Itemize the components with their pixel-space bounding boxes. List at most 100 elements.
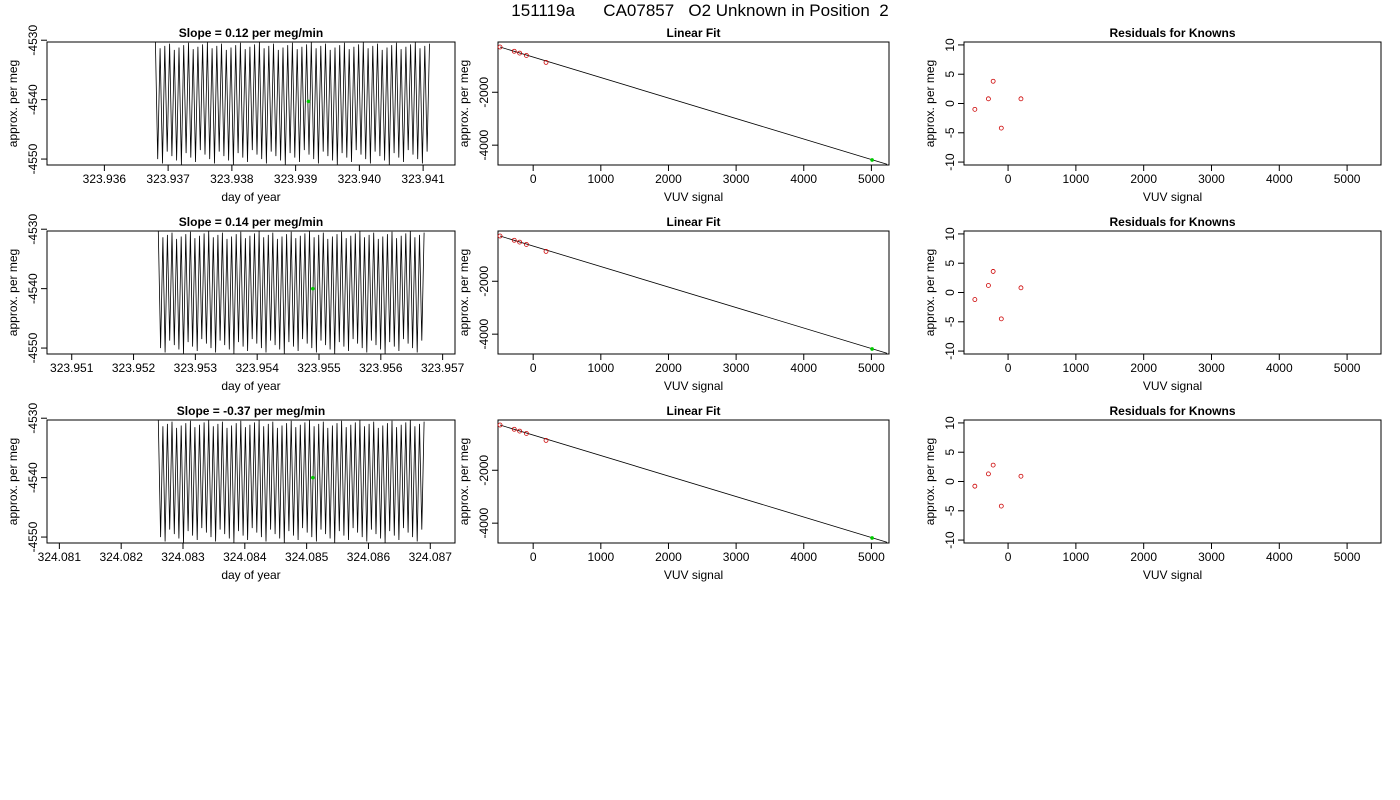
r2-trace-x-tick-label: 323.954: [235, 361, 279, 375]
r1-resid-x-axis-label: VUV signal: [1143, 190, 1202, 204]
r1-fit-known-point: [517, 50, 523, 56]
r2-trace-x-tick-label: 323.957: [421, 361, 465, 375]
r1-fit-known-point: [497, 44, 503, 50]
r3-fit-known-point: [543, 437, 549, 443]
r2-trace-y-axis-label: approx. per meg: [6, 249, 20, 336]
r1-fit-x-tick-label: 2000: [655, 172, 682, 186]
r1-fit-known-point: [524, 53, 529, 58]
r1-trace-plot-frame: [46, 41, 456, 166]
r3-resid-x-tick-label: 0: [1005, 550, 1012, 564]
r3-fit-x-tick-label: 3000: [723, 550, 750, 564]
r1-fit-x-tick-label: 5000: [858, 172, 885, 186]
r1-resid-known-point: [998, 125, 1004, 131]
r2-fit-title: Linear Fit: [666, 215, 720, 229]
r2-resid-y-tick-label: 0: [943, 289, 957, 296]
r1-fit-y-tick-label: -4000: [477, 129, 491, 160]
r1-fit-fit-line: [499, 46, 888, 165]
r1-trace-y-tick-label: -4550: [26, 143, 40, 174]
r3-trace-x-tick-label: 324.087: [409, 550, 453, 564]
r1-resid-y-tick-label: 0: [943, 100, 957, 107]
r2-trace-x-tick-label: 323.951: [50, 361, 94, 375]
r3-resid-known-point: [1018, 473, 1024, 479]
r3-trace-x-tick-label: 324.082: [99, 550, 143, 564]
r2-fit-x-tick-label: 0: [530, 361, 537, 375]
r3-fit-known-point: [511, 426, 517, 432]
r2-resid-x-tick-label: 4000: [1266, 361, 1293, 375]
r3-resid-y-tick-label: -10: [943, 531, 957, 549]
r2-resid-y-tick-label: -10: [943, 342, 957, 360]
r3-fit-unknown-point: [870, 536, 874, 540]
r2-trace-x-tick-label: 323.955: [297, 361, 341, 375]
r3-fit-title: Linear Fit: [666, 404, 720, 418]
r2-fit-known-point: [543, 248, 549, 254]
r1-fit-x-tick-label: 1000: [587, 172, 614, 186]
r1-trace-x-tick-label: 323.936: [83, 172, 127, 186]
r1-fit-x-axis-label: VUV signal: [664, 190, 723, 204]
r3-trace-y-tick-label: -4540: [26, 462, 40, 493]
r2-fit-known-point: [524, 242, 529, 247]
r3-resid-y-tick-label: 5: [943, 449, 957, 456]
r2-trace-y-tick-label: -4550: [26, 332, 40, 363]
r3-fit-x-tick-label: 2000: [655, 550, 682, 564]
r2-resid-known-point: [990, 269, 996, 274]
r1-resid-y-tick-label: -5: [943, 127, 957, 138]
r3-resid-known-point: [990, 462, 996, 468]
r1-fit-x-tick-label: 3000: [723, 172, 750, 186]
r2-fit-x-tick-label: 1000: [587, 361, 614, 375]
r2-trace-trace-line: [157, 231, 425, 354]
r1-trace-unknown-marker: [306, 99, 311, 104]
r3-fit-plot-frame: [497, 419, 890, 544]
r2-resid-y-tick-label: 5: [943, 260, 957, 267]
r2-trace-plot-frame: [46, 230, 456, 355]
r2-trace-x-tick-label: 323.953: [174, 361, 218, 375]
r2-resid-x-tick-label: 0: [1005, 361, 1012, 375]
r2-resid-known-point: [972, 297, 978, 302]
r3-trace-y-tick-label: -4550: [26, 521, 40, 552]
r3-resid-x-tick-label: 5000: [1334, 550, 1361, 564]
r2-resid-known-point: [986, 283, 991, 288]
r2-trace-x-axis-label: day of year: [221, 379, 280, 393]
r2-trace-unknown-marker: [311, 286, 315, 291]
r1-resid-known-point: [972, 106, 978, 112]
r2-resid-y-axis-label: approx. per meg: [923, 249, 937, 336]
r3-trace-x-tick-label: 324.081: [38, 550, 82, 564]
r3-trace-y-axis-label: approx. per meg: [6, 438, 20, 525]
r3-resid-x-axis-label: VUV signal: [1143, 568, 1202, 582]
r2-fit-unknown-point: [870, 347, 874, 351]
r1-trace-x-tick-label: 323.937: [146, 172, 190, 186]
r2-trace-y-tick-label: -4530: [26, 214, 40, 245]
r1-fit-x-tick-label: 4000: [790, 172, 817, 186]
r2-trace-title: Slope = 0.14 per meg/min: [179, 215, 323, 229]
r2-resid-x-axis-label: VUV signal: [1143, 379, 1202, 393]
r2-trace-x-tick-label: 323.956: [359, 361, 403, 375]
r2-resid-x-tick-label: 3000: [1198, 361, 1225, 375]
r2-fit-known-point: [497, 233, 503, 239]
r1-trace-x-tick-label: 323.938: [210, 172, 254, 186]
r3-resid-y-axis-label: approx. per meg: [923, 438, 937, 525]
r1-resid-known-point: [990, 78, 996, 84]
page-title: 151119a CA07857 O2 Unknown in Position 2: [511, 1, 889, 20]
r3-trace-unknown-marker: [311, 475, 315, 480]
r2-fit-known-point: [511, 237, 517, 243]
r3-resid-y-tick-label: 0: [943, 478, 957, 485]
r3-resid-x-tick-label: 1000: [1063, 550, 1090, 564]
r1-resid-y-tick-label: 5: [943, 71, 957, 78]
r2-resid-y-tick-label: -5: [943, 316, 957, 327]
r3-trace-x-tick-label: 324.085: [285, 550, 329, 564]
r1-fit-known-point: [543, 59, 549, 65]
r1-trace-x-tick-label: 323.940: [338, 172, 382, 186]
r3-trace-x-axis-label: day of year: [221, 568, 280, 582]
r1-trace-y-tick-label: -4540: [26, 84, 40, 115]
r1-fit-x-tick-label: 0: [530, 172, 537, 186]
r1-fit-known-point: [511, 48, 517, 54]
r3-trace-x-tick-label: 324.086: [347, 550, 391, 564]
r1-fit-y-axis-label: approx. per meg: [457, 60, 471, 147]
r3-resid-known-point: [998, 503, 1004, 509]
r1-resid-title: Residuals for Knowns: [1109, 26, 1235, 40]
r1-trace-x-axis-label: day of year: [221, 190, 280, 204]
r1-resid-y-tick-label: 10: [943, 38, 957, 52]
r3-resid-plot-frame: [963, 419, 1382, 544]
r2-resid-x-tick-label: 1000: [1063, 361, 1090, 375]
r1-resid-known-point: [1018, 96, 1024, 102]
